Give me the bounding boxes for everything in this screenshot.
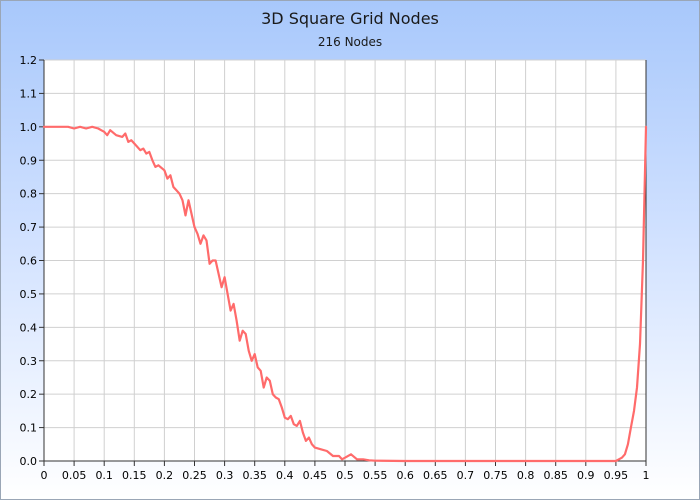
y-tick-label: 0.4 bbox=[20, 321, 38, 334]
x-tick-label: 0.2 bbox=[156, 469, 174, 482]
y-tick-label: 0.9 bbox=[20, 154, 38, 167]
x-tick-label: 0.95 bbox=[604, 469, 629, 482]
x-tick-label: 0.7 bbox=[457, 469, 475, 482]
x-tick-label: 0.75 bbox=[483, 469, 508, 482]
y-axis-ticks: 0.0 0.1 0.2 0.3 0.4 0.5 0.6 0.7 0.8 0.9 1.0 1.1 1.2 bbox=[20, 54, 44, 468]
x-tick-label: 0.65 bbox=[423, 469, 448, 482]
y-tick-label: 1.0 bbox=[20, 121, 38, 134]
x-tick-label: 0.05 bbox=[62, 469, 87, 482]
y-tick-label: 0.8 bbox=[20, 188, 38, 201]
y-tick-label: 0.2 bbox=[20, 388, 38, 401]
x-tick-label: 0.4 bbox=[276, 469, 294, 482]
x-tick-label: 0.5 bbox=[336, 469, 354, 482]
y-tick-label: 0.6 bbox=[20, 255, 38, 268]
y-tick-label: 1.1 bbox=[20, 87, 38, 100]
y-tick-label: 1.2 bbox=[20, 54, 38, 67]
x-tick-label: 0.3 bbox=[216, 469, 234, 482]
x-tick-label: 0.9 bbox=[577, 469, 595, 482]
x-tick-label: 0.6 bbox=[396, 469, 414, 482]
series-layer bbox=[42, 125, 648, 463]
x-tick-label: 0.35 bbox=[242, 469, 267, 482]
x-tick-label: 0.8 bbox=[517, 469, 535, 482]
x-tick-label: 0.85 bbox=[543, 469, 568, 482]
x-tick-label: 1 bbox=[643, 469, 650, 482]
y-tick-label: 0.0 bbox=[20, 455, 38, 468]
y-tick-label: 0.7 bbox=[20, 221, 38, 234]
x-tick-label: 0 bbox=[41, 469, 48, 482]
chart-title: 3D Square Grid Nodes bbox=[261, 9, 439, 28]
grid-lines bbox=[43, 59, 647, 462]
x-axis-ticks: 0 0.05 0.1 0.15 0.2 0.25 0.3 0.35 0.4 0.45 0.5 0.55… bbox=[41, 461, 650, 482]
series-line bbox=[42, 125, 648, 463]
chart-subtitle: 216 Nodes bbox=[318, 35, 382, 49]
x-tick-label: 0.1 bbox=[95, 469, 113, 482]
x-tick-label: 0.15 bbox=[122, 469, 147, 482]
x-tick-label: 0.25 bbox=[182, 469, 207, 482]
y-tick-label: 0.3 bbox=[20, 355, 38, 368]
y-tick-label: 0.1 bbox=[20, 422, 38, 435]
x-tick-label: 0.45 bbox=[303, 469, 328, 482]
x-tick-label: 0.55 bbox=[363, 469, 388, 482]
y-tick-label: 0.5 bbox=[20, 288, 38, 301]
